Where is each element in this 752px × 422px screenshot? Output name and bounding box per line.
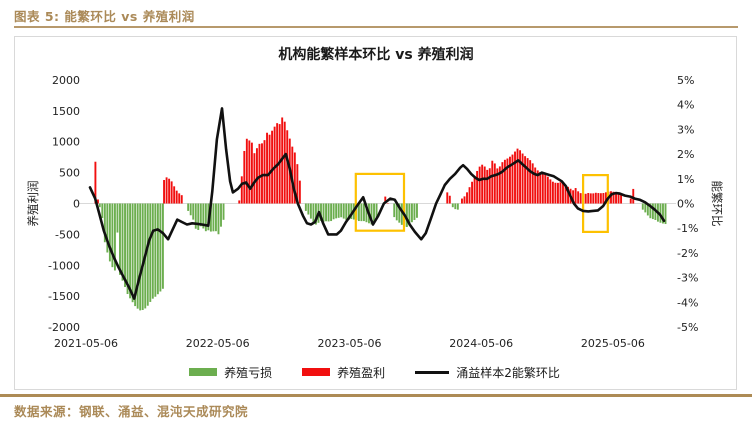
svg-text:-3%: -3%: [677, 272, 698, 285]
loss-swatch-icon: [189, 368, 218, 376]
svg-text:-1000: -1000: [48, 259, 80, 272]
profit-loss-bars: [94, 117, 667, 311]
chart-title: 机构能繁样本环比 vs 养殖利润: [278, 47, 474, 63]
right-axis-title: 能繁环比: [710, 181, 724, 227]
left-axis-ticks: 2000 1500 1000 500 0 -500 -1000 -1500 -2000: [48, 74, 80, 334]
legend-item-loss: 养殖亏损: [189, 364, 272, 381]
svg-text:2024-05-06: 2024-05-06: [449, 337, 513, 350]
legend-label-profit: 养殖盈利: [337, 365, 386, 380]
legend-label-loss: 养殖亏损: [224, 365, 273, 380]
legend: 养殖亏损 养殖盈利 涌益样本2能繁环比: [14, 363, 735, 381]
svg-text:2000: 2000: [52, 74, 80, 87]
footer-divider: [0, 394, 752, 397]
svg-text:0: 0: [73, 198, 80, 211]
svg-text:500: 500: [59, 167, 80, 180]
svg-text:3%: 3%: [677, 123, 694, 136]
svg-text:2021-05-06: 2021-05-06: [54, 337, 118, 350]
svg-text:2025-05-06: 2025-05-06: [581, 337, 645, 350]
legend-label-line: 涌益样本2能繁环比: [456, 365, 560, 380]
line-swatch-icon: [415, 370, 450, 374]
left-axis-title: 养殖利润: [26, 181, 40, 227]
svg-text:-2%: -2%: [677, 247, 698, 260]
legend-item-line: 涌益样本2能繁环比: [415, 364, 560, 381]
svg-text:1000: 1000: [52, 136, 80, 149]
mom-line: [88, 107, 666, 300]
svg-text:1500: 1500: [52, 105, 80, 118]
svg-text:4%: 4%: [677, 99, 694, 112]
legend-item-profit: 养殖盈利: [302, 364, 385, 381]
svg-text:-1500: -1500: [48, 290, 80, 303]
x-axis-ticks: 2021-05-06 2022-05-06 2023-05-06 2024-05-06…: [54, 337, 645, 350]
svg-text:2%: 2%: [677, 148, 694, 161]
svg-text:1%: 1%: [677, 173, 694, 186]
svg-text:-4%: -4%: [677, 296, 698, 309]
profit-swatch-icon: [302, 368, 331, 376]
svg-text:2023-05-06: 2023-05-06: [318, 337, 382, 350]
figure-caption: 图表 5: 能繁环比 vs 养殖利润: [14, 9, 195, 24]
svg-text:-1%: -1%: [677, 222, 698, 235]
svg-text:5%: 5%: [677, 74, 694, 87]
highlight-boxes: [354, 172, 609, 234]
data-source-text: 数据来源：钢联、涌益、混沌天成研究院: [14, 404, 249, 419]
right-axis-ticks: 5% 4% 3% 2% 1% 0% -1% -2% -3% -4% -5%: [677, 74, 698, 334]
svg-text:-500: -500: [55, 228, 80, 241]
svg-text:2022-05-06: 2022-05-06: [186, 337, 250, 350]
header-divider: [14, 26, 738, 28]
svg-text:-5%: -5%: [677, 321, 698, 334]
svg-text:0%: 0%: [677, 198, 694, 211]
svg-text:-2000: -2000: [48, 321, 80, 334]
